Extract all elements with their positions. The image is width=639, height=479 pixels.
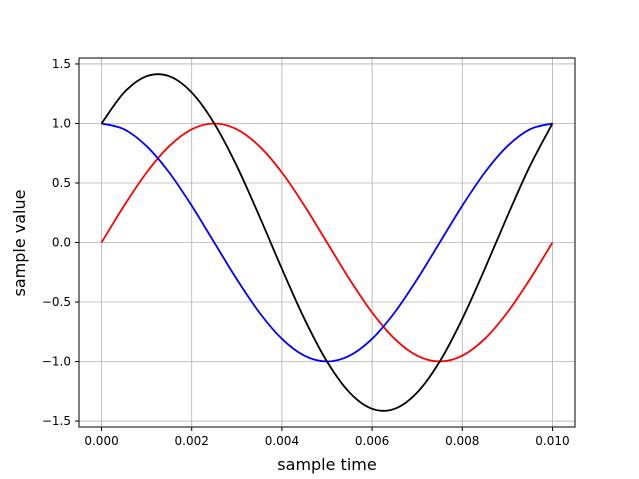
x-tick-label: 0.004 bbox=[265, 434, 299, 448]
x-axis-label: sample time bbox=[277, 455, 376, 474]
x-tick-label: 0.010 bbox=[535, 434, 569, 448]
series-red-line bbox=[100, 122, 554, 363]
y-tick-label: −0.5 bbox=[42, 295, 71, 309]
x-tick-label: 0.002 bbox=[175, 434, 209, 448]
ticks: 0.000 0.002 0.004 0.006 0.008 0.010 1.5 1.0 0.5 0… bbox=[42, 57, 570, 448]
y-tick-label: 1.5 bbox=[52, 57, 71, 71]
y-axis-label: sample value bbox=[10, 190, 29, 297]
series-group bbox=[100, 73, 554, 412]
x-tick-label: 0.000 bbox=[84, 434, 118, 448]
x-tick-label: 0.006 bbox=[355, 434, 389, 448]
x-tick-label: 0.008 bbox=[445, 434, 479, 448]
y-tick-label: 1.0 bbox=[52, 116, 71, 130]
y-tick-label: 0.0 bbox=[52, 236, 71, 250]
y-tick-label: −1.5 bbox=[42, 414, 71, 428]
grid bbox=[79, 58, 575, 427]
series-black-line bbox=[100, 73, 554, 412]
y-tick-label: 0.5 bbox=[52, 176, 71, 190]
y-tick-label: −1.0 bbox=[42, 355, 71, 369]
